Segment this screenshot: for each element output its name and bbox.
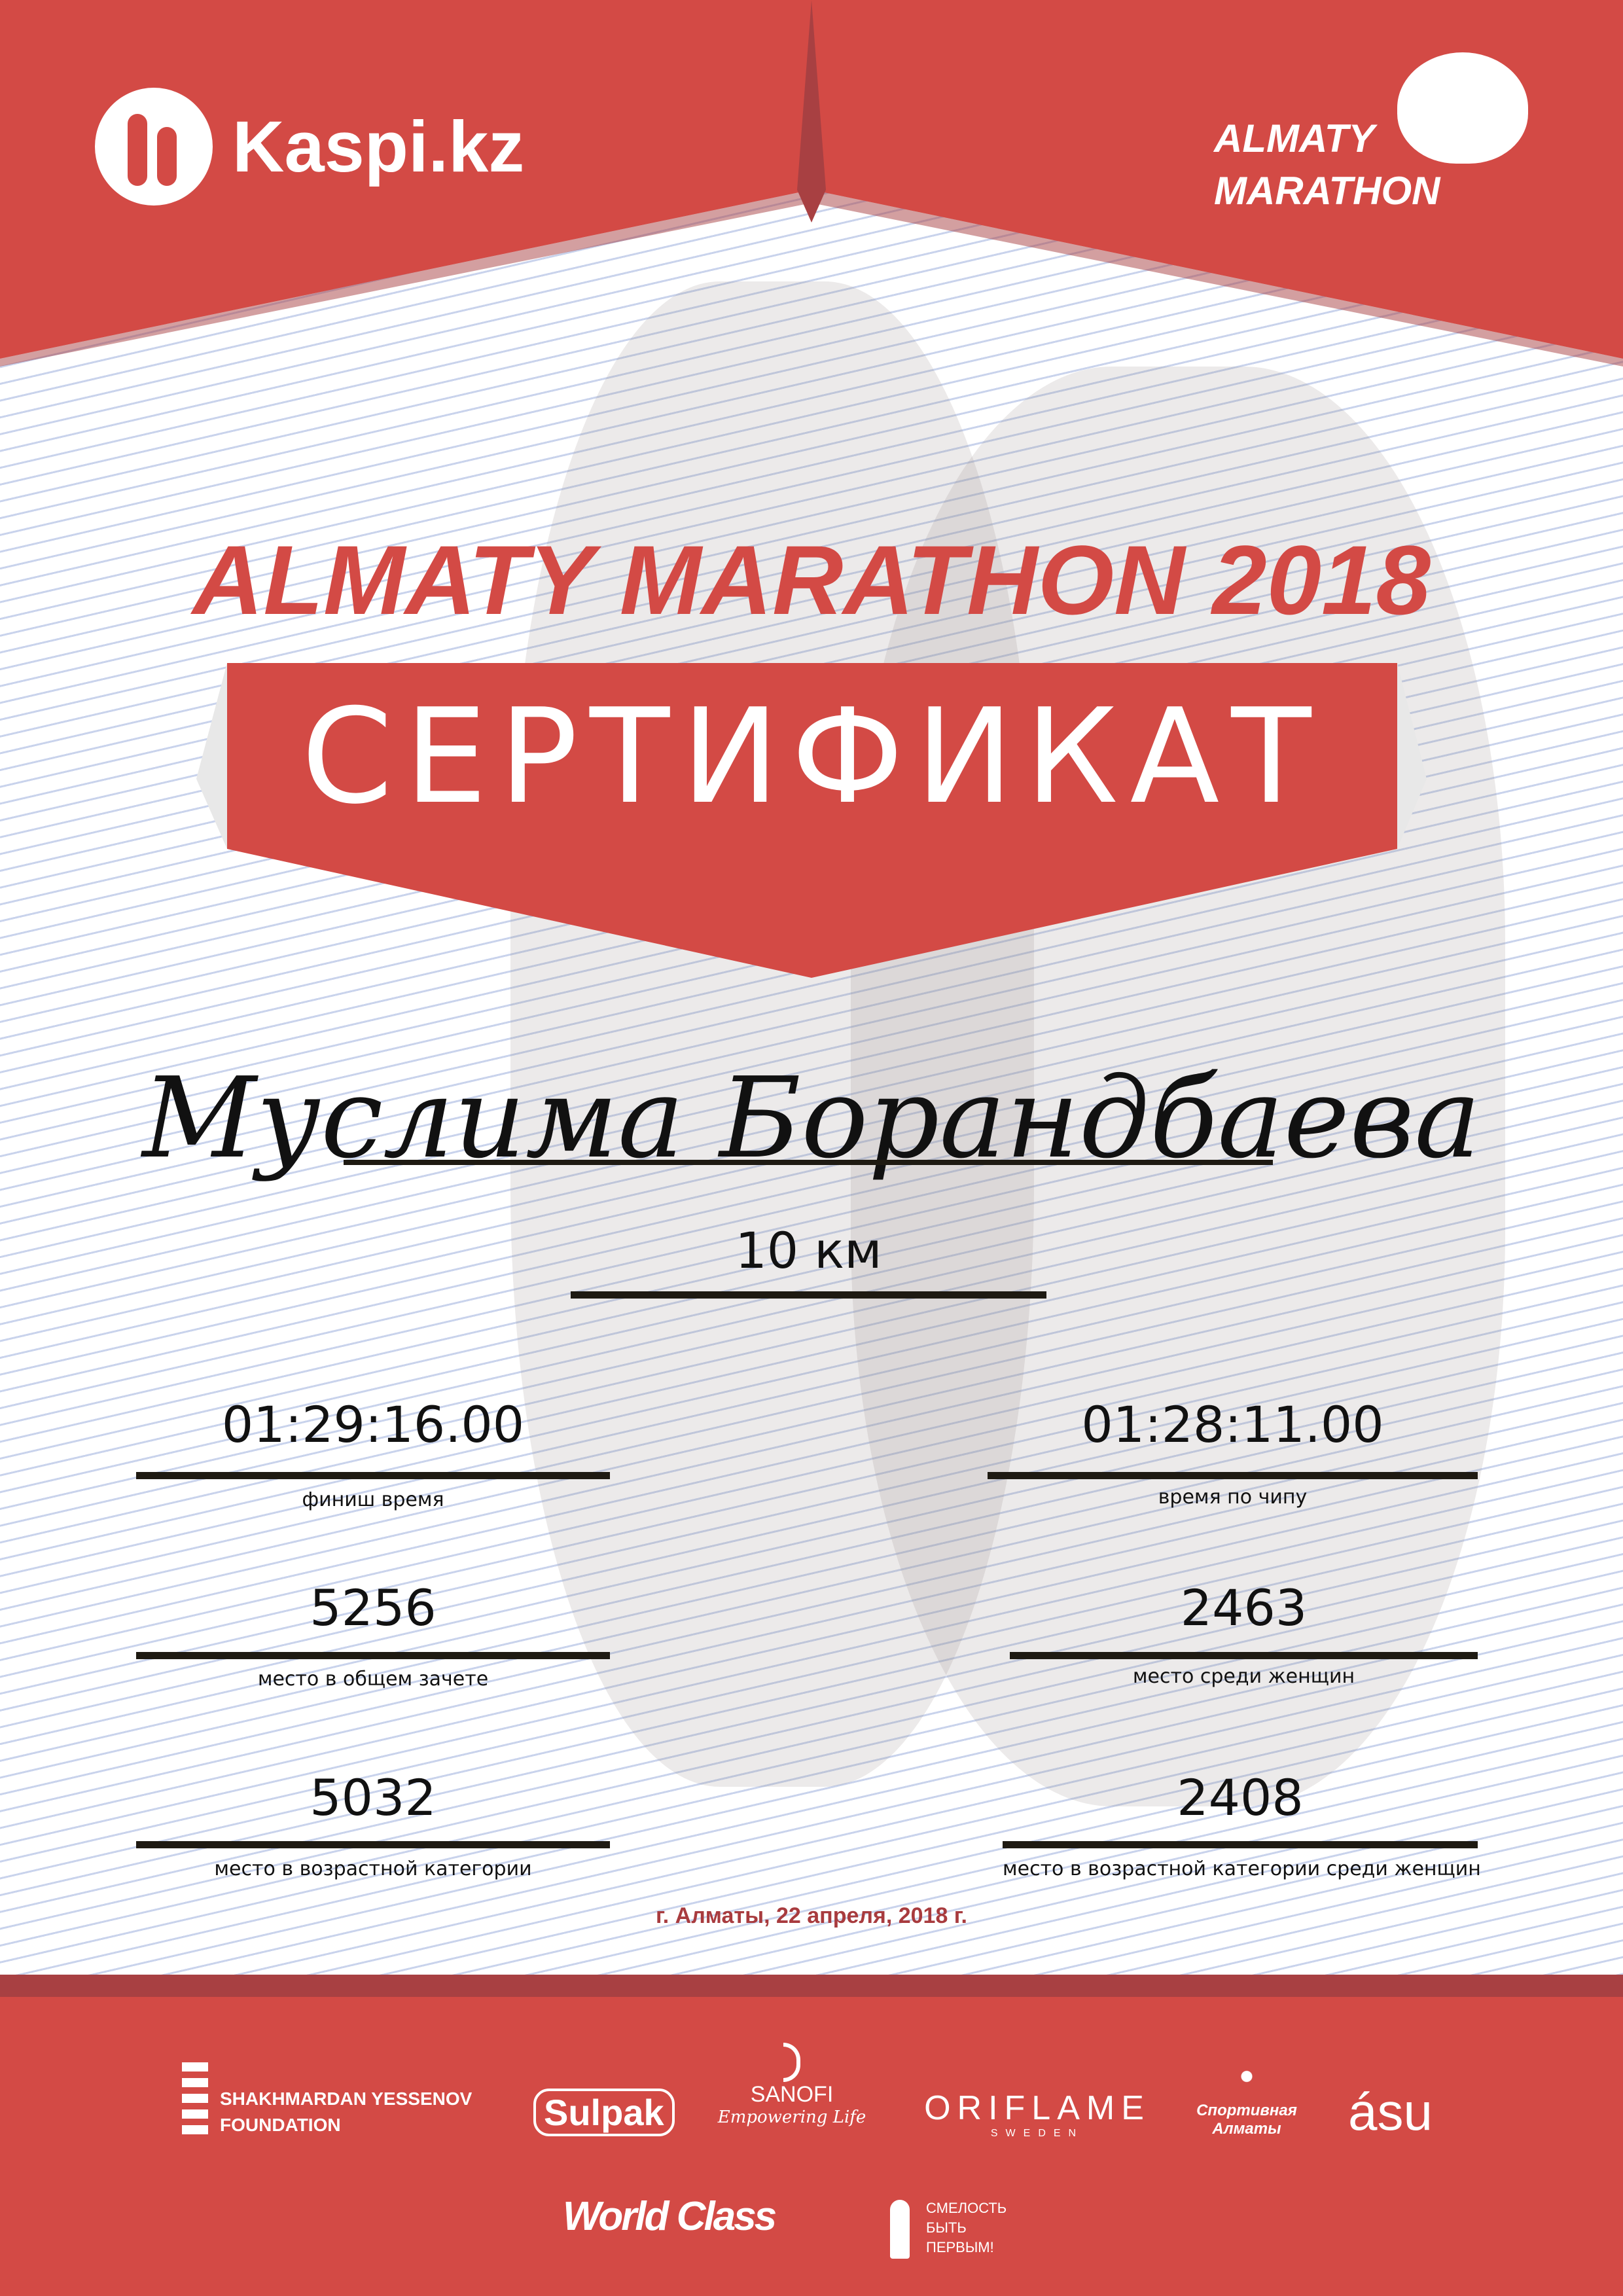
distance-underline [571, 1291, 1046, 1299]
sport-almaty-logo: Спортивная Алматы [1191, 2056, 1302, 2138]
smelost-text-3: ПЕРВЫМ! [926, 2239, 994, 2255]
header-band [0, 0, 1623, 367]
women-place-label: место среди женщин [1132, 1665, 1355, 1688]
divider [1003, 1841, 1478, 1848]
sanofi-text: SANOFI [750, 2082, 834, 2107]
smelost-logo: СМЕЛОСТЬ БЫТЬ ПЕРВЫМ! [877, 2187, 1027, 2265]
overall-place-value: 5256 [310, 1579, 437, 1637]
overall-place-label: место в общем зачете [257, 1668, 489, 1691]
runner-photo-man [510, 281, 1034, 1787]
women-place-value: 2463 [1180, 1579, 1308, 1637]
asu-logo: ásu [1348, 2083, 1433, 2141]
divider [136, 1652, 610, 1659]
yessenov-logo: SHAKHMARDAN YESSENOV FOUNDATION [182, 2062, 472, 2141]
smelost-icon [890, 2200, 910, 2259]
divider [988, 1472, 1478, 1479]
smelost-text-1: СМЕЛОСТЬ [926, 2200, 1007, 2216]
event-title: ALMATY MARATHON 2018 [192, 525, 1431, 635]
date-place: г. Алматы, 22 апреля, 2018 г. [656, 1903, 967, 1928]
age-women-place-value: 2408 [1177, 1768, 1304, 1827]
divider [136, 1472, 610, 1479]
name-underline [344, 1160, 1273, 1165]
oriflame-sub: SWEDEN [990, 2128, 1084, 2139]
yessenov-text-1: SHAKHMARDAN YESSENOV [220, 2089, 473, 2109]
kaspi-logo: Kaspi.kz [95, 88, 524, 206]
almaty-marathon-logo: ALMATY MARATHON [1214, 52, 1528, 223]
finish-time-label: финиш время [302, 1488, 444, 1511]
finish-time-value: 01:29:16.00 [221, 1395, 525, 1454]
sanofi-icon [783, 2043, 800, 2082]
logo-line-1: ALMATY [1214, 117, 1375, 160]
sulpak-logo: Sulpak [533, 2089, 675, 2136]
yessenov-icon [182, 2062, 208, 2141]
yessenov-text-2: FOUNDATION [220, 2115, 341, 2135]
kaspi-icon [95, 88, 213, 206]
age-women-place-label: место в возрастной категории среди женщи… [1003, 1857, 1481, 1880]
smelost-text-2: БЫТЬ [926, 2219, 967, 2236]
runner-photo-woman [851, 367, 1505, 1806]
kaspi-text: Kaspi.kz [232, 106, 525, 187]
oriflame-text: ORIFLAME [924, 2089, 1150, 2127]
certificate-banner: СЕРТИФИКАТ [301, 681, 1323, 833]
age-place-label: место в возрастной категории [214, 1857, 532, 1880]
worldclass-logo: World Class [563, 2194, 777, 2239]
chip-time-label: время по чипу [1158, 1486, 1308, 1509]
divider [136, 1841, 610, 1848]
logo-line-2: MARATHON [1214, 169, 1440, 213]
certificate-banner-shape [196, 663, 1427, 978]
footer: SHAKHMARDAN YESSENOV FOUNDATION Sulpak S… [0, 1975, 1623, 2296]
chip-time-value: 01:28:11.00 [1081, 1395, 1384, 1454]
divider [1010, 1652, 1478, 1659]
runner-icon [1397, 52, 1528, 164]
age-place-value: 5032 [310, 1768, 437, 1827]
oriflame-logo: ORIFLAME SWEDEN [913, 2089, 1162, 2140]
sanofi-logo: SANOFI Empowering Life [713, 2043, 870, 2127]
distance: 10 км [735, 1221, 882, 1280]
sanofi-tagline: Empowering Life [717, 2108, 866, 2127]
